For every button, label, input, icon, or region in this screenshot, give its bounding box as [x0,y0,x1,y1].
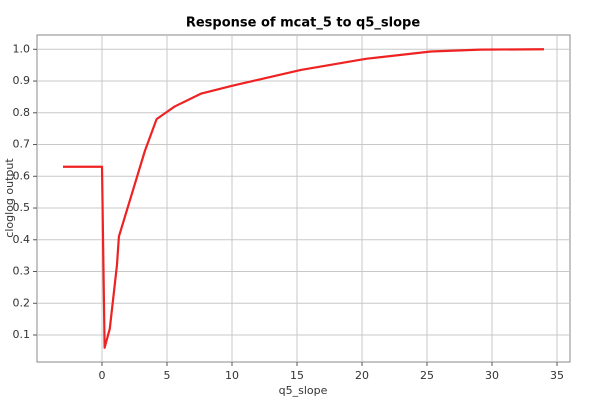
y-tick-label: 0.2 [13,296,31,309]
chart-title: Response of mcat_5 to q5_slope [186,16,421,31]
line [63,48,545,349]
x-tick-label: 35 [550,369,564,382]
y-tick-label: 0.5 [13,201,31,214]
y-tick-label: 0.6 [13,169,31,182]
y-tick-label: 0.3 [13,265,31,278]
y-tick-label: 0.8 [13,106,31,119]
y-tick-label: 0.9 [13,74,31,87]
y-tick-label: 0.1 [13,328,31,341]
y-tick-label: 0.4 [13,233,31,246]
x-tick-label: 20 [355,369,369,382]
x-tick-label: 15 [290,369,304,382]
y-axis-label: cloglog output [3,158,16,238]
x-axis-label: q5_slope [279,384,328,397]
x-tick-label: 25 [420,369,434,382]
y-tick-label: 1.0 [13,42,31,55]
plot-area [36,34,571,363]
x-tick-label: 5 [164,369,171,382]
y-tick-label: 0.7 [13,138,31,151]
x-tick-label: 30 [485,369,499,382]
x-tick-label: 10 [225,369,239,382]
x-tick-label: 0 [99,369,106,382]
